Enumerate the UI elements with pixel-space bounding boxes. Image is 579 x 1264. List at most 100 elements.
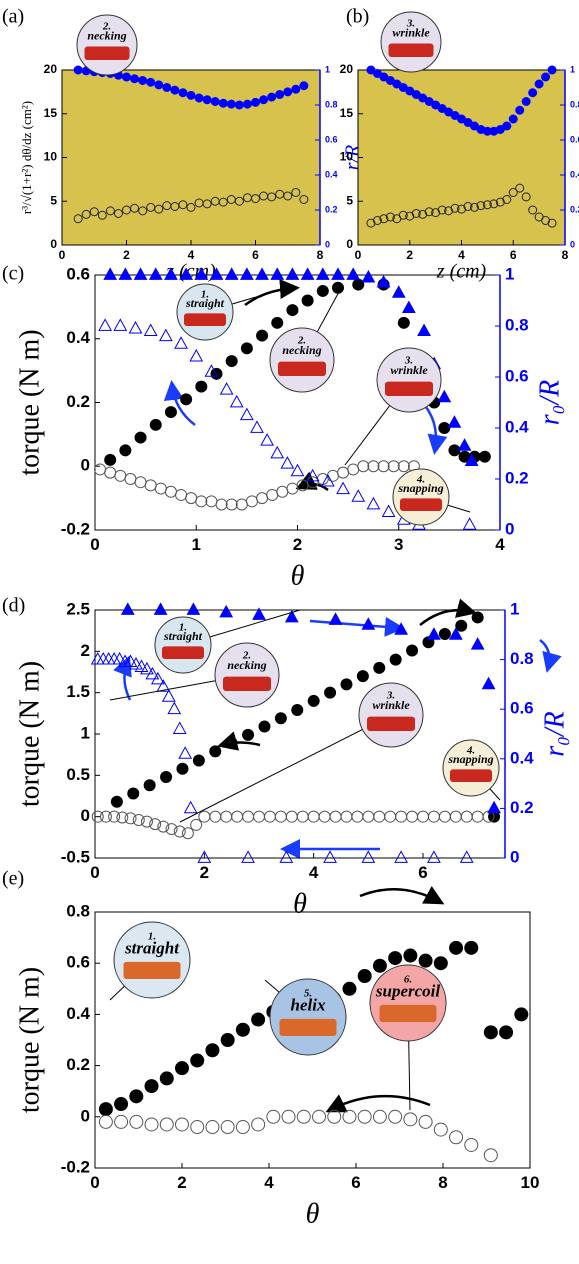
state-number: 2. [297,334,306,346]
triangle-point [417,323,431,336]
circle-point [274,810,287,823]
circle-point [482,200,492,210]
circle-point [397,316,410,329]
circle-point [312,1109,327,1124]
circle-point [245,495,258,508]
rod [278,361,326,376]
circle-point [437,205,447,215]
y2-tick-label: 0 [570,239,575,249]
circle-point [515,183,525,193]
circle-point [357,460,370,473]
y-tick-label: 0.2 [66,1055,90,1074]
circle-point [306,476,319,489]
x-tick-label: 2 [200,863,209,882]
circle-point [113,209,123,218]
circle-point [460,810,473,823]
circle-point [225,737,238,750]
triangle-point [186,602,201,615]
circle-point [234,100,244,110]
circle-point [373,661,386,674]
x-tick-label: 4 [458,248,465,262]
circle-point [387,460,400,473]
y-tick-label: 2 [81,641,90,660]
circle-point [541,72,551,82]
y2-tick-label: 1 [510,599,519,618]
circle-point [495,197,505,207]
triangle-point [123,654,138,667]
circle-point [225,355,238,368]
triangle-point [464,453,479,467]
circle-point [398,210,408,220]
circle-point [253,810,265,823]
circle-point [362,810,375,823]
y2-tick-label: 0.6 [510,699,534,718]
pointer-line [179,714,392,823]
circle-point [97,210,107,220]
triangle-point [204,364,219,377]
circle-point [190,1053,205,1068]
y-axis-label: torque (N m) [14,329,45,475]
circle-point [159,1071,174,1086]
triangle-point [290,463,305,477]
circle-point [266,488,279,501]
circle-point [210,97,220,106]
x-tick-label: 6 [351,1173,360,1192]
circle-point [251,194,260,204]
state-name: straight [185,296,225,310]
panel: 0 2 4 6-0.500.511.522.500.20.40.60.81(d)θto… [2,595,570,920]
x-axis-label: z (cm) [436,261,487,283]
panel-label: (b) [346,6,369,28]
y-tick-label: 20 [44,62,58,76]
circle-point [164,485,177,498]
x-tick-label: 4 [495,535,505,554]
circle-point [337,466,350,479]
y-tick-label: 20 [340,62,354,76]
triangle-point [270,445,285,459]
circle-point [192,754,205,767]
rod [367,716,415,731]
triangle-point [487,800,501,814]
circle-point [202,95,212,105]
circle-point [449,810,462,823]
y-tick-label: 0.6 [66,264,90,283]
rod [279,1018,337,1036]
x-tick-label: 6 [252,248,259,262]
circle-point [110,795,123,808]
circle-point [547,65,557,75]
circle-point [352,278,365,291]
circle-point [124,473,137,485]
triangle-point [300,267,315,280]
circle-point [91,810,104,823]
y-tick-label: -0.2 [61,1157,90,1176]
state-number: 1. [179,622,187,634]
triangle-point [174,336,188,349]
circle-point [418,1114,433,1129]
triangle-point [284,609,299,623]
triangle-point [437,389,452,403]
y-tick-label: 5 [50,193,57,207]
circle-point [508,188,518,197]
y-tick-label: 5 [346,193,353,207]
circle-point [215,498,228,511]
circle-point [173,825,186,838]
circle-point [138,206,148,216]
circle-point [194,93,204,103]
triangle-point [366,496,381,510]
triangle-point [323,850,337,863]
triangle-point [285,267,300,280]
circle-point [379,214,389,224]
circle-point [242,728,255,741]
circle-point [231,810,244,823]
circle-point [356,670,369,683]
circle-point [514,1007,529,1022]
circle-point [178,200,188,210]
state-name: wrinkle [390,363,428,377]
circle-point [104,466,117,479]
circle-point [144,479,157,492]
triangle-point [427,850,441,863]
y-tick-label: 0 [81,456,90,475]
triangle-point [376,275,391,288]
rod [184,313,226,326]
circle-point [198,810,211,823]
